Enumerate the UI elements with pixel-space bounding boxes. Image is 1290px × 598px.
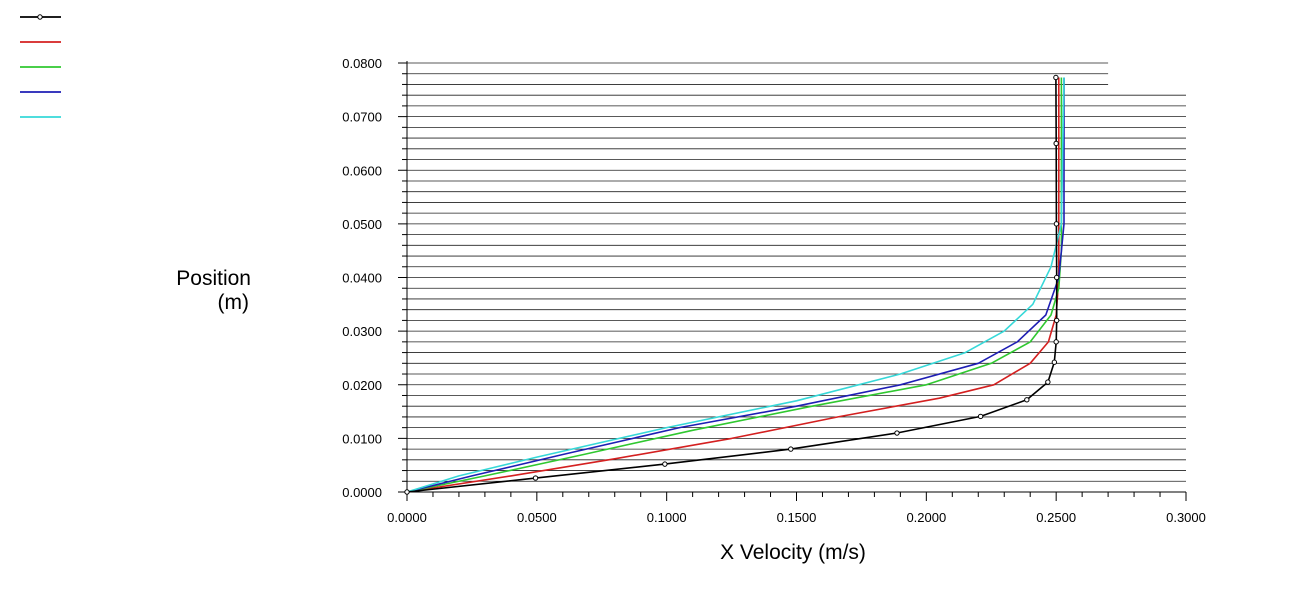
axes — [398, 61, 1187, 501]
series-1-point — [1024, 397, 1030, 403]
series-1-point — [977, 413, 984, 420]
x-tick-label: 0.1000 — [647, 510, 687, 525]
y-tick-label: 0.0000 — [342, 485, 382, 500]
x-tick-label: 0.2500 — [1036, 510, 1076, 525]
legend-marker-1 — [37, 14, 43, 20]
y-tick-label: 0.0400 — [342, 271, 382, 286]
series-1-point — [1053, 339, 1059, 345]
series-line-5 — [406, 77, 1065, 493]
series-1-point — [1045, 379, 1051, 385]
series-1-point — [404, 489, 410, 495]
series-1-point — [1053, 221, 1060, 227]
y-tick-label: 0.0100 — [342, 431, 382, 446]
series-1-point — [1053, 317, 1060, 324]
series-1-point — [894, 430, 900, 436]
x-tick-label: 0.3000 — [1166, 510, 1206, 525]
series-1-point — [788, 446, 794, 452]
x-tick-label: 0.1500 — [777, 510, 817, 525]
y-axis-title-line1: Position — [176, 267, 251, 290]
x-tick-label: 0.0000 — [387, 510, 427, 525]
y-tick-label: 0.0500 — [342, 217, 382, 232]
series-1-point — [1053, 274, 1060, 281]
series-lines — [404, 74, 1065, 495]
series-line-3 — [406, 77, 1063, 493]
y-axis-title-line2: (m) — [218, 291, 249, 314]
series-1-point — [662, 461, 668, 467]
y-tick-label: 0.0600 — [342, 163, 382, 178]
series-1-point — [1051, 359, 1058, 365]
series-1-point — [1053, 140, 1059, 147]
x-tick-label: 0.2000 — [906, 510, 946, 525]
series-line-4 — [406, 77, 1065, 493]
y-tick-label: 0.0700 — [342, 110, 382, 125]
y-tick-label: 0.0800 — [342, 56, 382, 71]
series-line-2 — [406, 77, 1060, 493]
y-tick-label: 0.0200 — [342, 378, 382, 393]
series-1-point — [1053, 74, 1059, 81]
x-tick-labels: 0.0000 0.0500 0.1000 0.1500 0.2000 0.2500 0.30… — [387, 510, 1206, 525]
y-tick-label: 0.0300 — [342, 324, 382, 339]
grid-lines — [407, 62, 1186, 482]
y-tick-labels: 0.0000 0.0100 0.0200 0.0300 0.0400 0.0500 0.06… — [342, 56, 382, 500]
series-1-point — [532, 475, 539, 481]
x-tick-label: 0.0500 — [517, 510, 557, 525]
legend — [20, 14, 61, 118]
x-axis-title: X Velocity (m/s) — [720, 541, 866, 564]
series-line-1 — [406, 77, 1058, 493]
